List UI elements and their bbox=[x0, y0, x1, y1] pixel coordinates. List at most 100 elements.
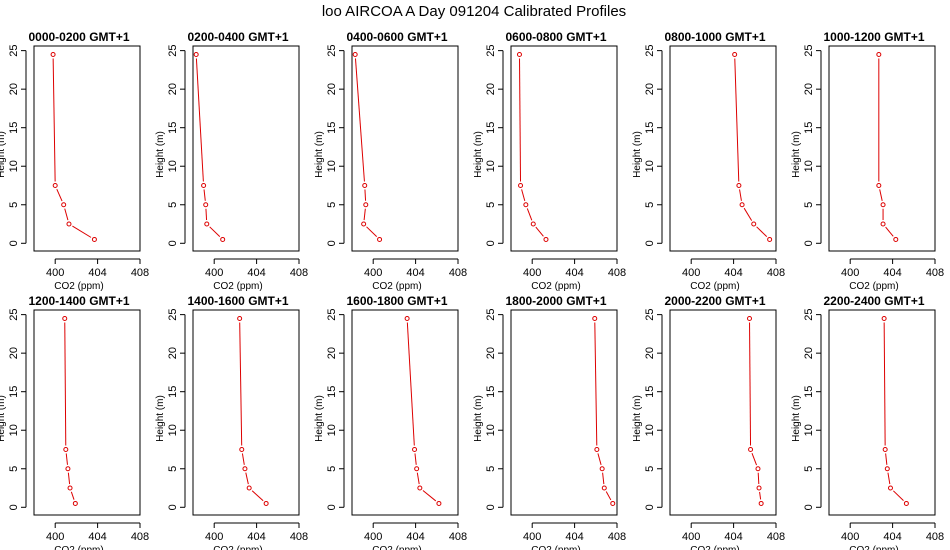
series-line-segment bbox=[597, 453, 602, 466]
y-tick-label: 15 bbox=[8, 122, 20, 134]
series-line-segment bbox=[893, 490, 904, 502]
y-tick-label: 10 bbox=[644, 424, 656, 436]
series-line-segment bbox=[251, 490, 264, 502]
figure-title: loo AIRCOA A Day 091204 Calibrated Profi… bbox=[322, 3, 626, 20]
x-tick-label: 404 bbox=[565, 531, 583, 543]
series-line-segment bbox=[209, 226, 221, 238]
x-tick-label: 408 bbox=[290, 531, 308, 543]
series-line-segment bbox=[56, 188, 63, 202]
y-tick-label: 10 bbox=[8, 160, 20, 172]
x-tick-label: 408 bbox=[608, 531, 626, 543]
x-tick-label: 408 bbox=[131, 267, 149, 279]
series-line-segment bbox=[205, 208, 208, 221]
y-axis-label: Height (m) bbox=[632, 131, 643, 178]
y-tick-label: 5 bbox=[167, 466, 179, 472]
y-axis-label: Height (m) bbox=[473, 395, 484, 442]
panel-title: 1200-1400 GMT+1 bbox=[28, 294, 129, 308]
x-tick-label: 404 bbox=[883, 267, 901, 279]
y-axis-label: Height (m) bbox=[473, 131, 484, 178]
panel-title: 1800-2000 GMT+1 bbox=[505, 294, 606, 308]
data-point bbox=[404, 315, 410, 321]
y-tick-label: 5 bbox=[803, 202, 815, 208]
data-point bbox=[203, 202, 209, 208]
data-point bbox=[523, 202, 529, 208]
x-tick-label: 400 bbox=[46, 267, 64, 279]
x-axis-label: CO2 (ppm) bbox=[849, 545, 898, 550]
series-line-segment bbox=[65, 453, 68, 465]
y-tick-label: 0 bbox=[326, 240, 338, 246]
data-point bbox=[417, 485, 423, 491]
chart-panel: 0000-0200 GMT+1 400 404 408 CO2 (ppm) 0 5 10 15 2… bbox=[0, 30, 149, 292]
series-line-segment bbox=[203, 189, 206, 201]
series-line-segment bbox=[64, 322, 67, 446]
series-line-segment bbox=[883, 322, 886, 446]
x-tick-label: 404 bbox=[724, 267, 742, 279]
data-point bbox=[237, 315, 243, 321]
x-axis-label: CO2 (ppm) bbox=[690, 545, 739, 550]
data-point bbox=[65, 466, 71, 472]
x-tick-label: 404 bbox=[88, 531, 106, 543]
y-tick-label: 5 bbox=[326, 202, 338, 208]
y-tick-label: 15 bbox=[167, 386, 179, 398]
data-point bbox=[732, 51, 738, 57]
series-line-segment bbox=[414, 453, 417, 465]
x-tick-label: 400 bbox=[205, 531, 223, 543]
data-point bbox=[204, 221, 210, 227]
y-tick-label: 10 bbox=[485, 424, 497, 436]
series-line-segment bbox=[422, 490, 437, 502]
x-tick-label: 408 bbox=[449, 267, 467, 279]
series-line-segment bbox=[526, 208, 533, 221]
series-line-segment bbox=[52, 58, 56, 182]
series-line-segment bbox=[885, 453, 888, 465]
x-tick-label: 400 bbox=[682, 531, 700, 543]
x-tick-label: 400 bbox=[841, 267, 859, 279]
panel-title: 2200-2400 GMT+1 bbox=[823, 294, 924, 308]
y-tick-label: 20 bbox=[326, 83, 338, 95]
data-point bbox=[62, 315, 68, 321]
chart-panel: 0600-0800 GMT+1 400 404 408 CO2 (ppm) 0 5 10 15 2… bbox=[473, 30, 626, 292]
x-tick-label: 408 bbox=[290, 267, 308, 279]
data-point bbox=[881, 315, 887, 321]
data-point bbox=[414, 466, 420, 472]
y-tick-label: 25 bbox=[167, 308, 179, 320]
series-line-segment bbox=[364, 189, 367, 201]
data-point bbox=[352, 51, 358, 57]
x-tick-label: 404 bbox=[883, 531, 901, 543]
y-tick-label: 20 bbox=[803, 83, 815, 95]
y-tick-label: 20 bbox=[167, 83, 179, 95]
series-line-segment bbox=[72, 225, 92, 238]
data-point bbox=[61, 202, 67, 208]
y-tick-label: 10 bbox=[326, 424, 338, 436]
y-tick-label: 20 bbox=[485, 83, 497, 95]
chart-panel: 1400-1600 GMT+1 400 404 408 CO2 (ppm) 0 5 10 15 2… bbox=[155, 294, 308, 550]
x-tick-label: 400 bbox=[841, 531, 859, 543]
data-point bbox=[884, 466, 890, 472]
y-tick-label: 20 bbox=[167, 347, 179, 359]
y-tick-label: 5 bbox=[326, 466, 338, 472]
data-point bbox=[363, 202, 369, 208]
x-tick-label: 400 bbox=[205, 267, 223, 279]
data-point bbox=[747, 315, 752, 321]
data-point bbox=[91, 236, 97, 242]
y-axis-label: Height (m) bbox=[155, 395, 166, 442]
x-axis-label: CO2 (ppm) bbox=[213, 545, 262, 550]
data-point bbox=[592, 315, 598, 321]
x-axis-label: CO2 (ppm) bbox=[372, 545, 421, 550]
data-point bbox=[876, 182, 882, 188]
x-tick-label: 404 bbox=[565, 267, 583, 279]
y-tick-label: 5 bbox=[8, 202, 20, 208]
y-axis-label: Height (m) bbox=[0, 131, 7, 178]
panel-title: 0400-0600 GMT+1 bbox=[346, 30, 447, 44]
y-tick-label: 5 bbox=[485, 466, 497, 472]
y-tick-label: 0 bbox=[485, 504, 497, 510]
x-tick-label: 400 bbox=[46, 531, 64, 543]
data-point bbox=[362, 182, 368, 188]
data-point bbox=[594, 446, 600, 452]
series-line-segment bbox=[759, 491, 762, 500]
panel-title: 0800-1000 GMT+1 bbox=[664, 30, 765, 44]
y-tick-label: 20 bbox=[644, 83, 656, 95]
y-axis-label: Height (m) bbox=[155, 131, 166, 178]
y-tick-label: 20 bbox=[485, 347, 497, 359]
data-point bbox=[242, 466, 248, 472]
y-tick-label: 10 bbox=[326, 160, 338, 172]
